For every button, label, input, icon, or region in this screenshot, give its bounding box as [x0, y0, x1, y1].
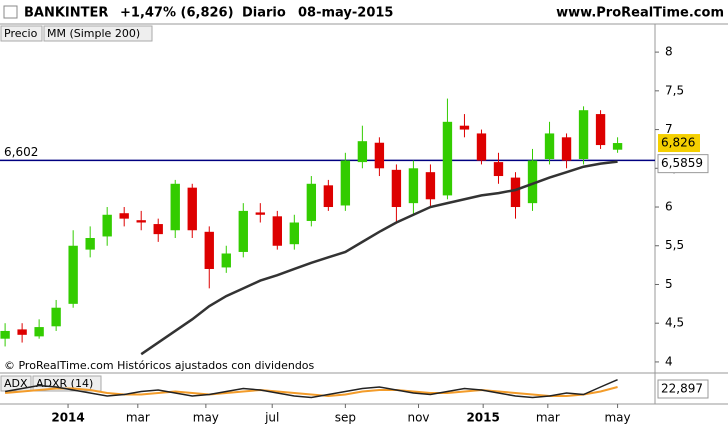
candle-body: [408, 168, 419, 204]
x-tick-label: jul: [264, 411, 279, 425]
x-tick-label: nov: [407, 411, 429, 425]
candle-body: [85, 238, 95, 250]
date: 08-may-2015: [298, 6, 393, 21]
candle-body: [17, 329, 27, 335]
candle-body: [595, 114, 606, 146]
candle-body: [119, 213, 129, 219]
candle-body: [425, 172, 436, 200]
candle-body: [170, 183, 180, 231]
adx-line: [4, 378, 618, 399]
candle-body: [561, 137, 572, 161]
y-tick-label: 4,5: [665, 316, 684, 330]
change: +1,47% (6,826): [120, 6, 234, 21]
ma-line: [140, 160, 618, 356]
y-tick-label: 8: [665, 45, 673, 59]
legend-box[interactable]: [0, 375, 32, 392]
candle-body: [612, 143, 623, 150]
candle-body: [527, 160, 538, 204]
y-tick-label: 5,5: [665, 238, 684, 252]
candle-body: [459, 125, 470, 130]
symbol: BANKINTER: [24, 6, 108, 21]
candle-body: [544, 133, 555, 159]
candle-body: [136, 220, 146, 223]
period: Diario: [242, 6, 286, 21]
x-tick-label: 2014: [51, 411, 84, 425]
y-tick-label: 7,5: [665, 83, 684, 97]
ma-tag: [657, 154, 709, 174]
ma-tag-label: 6,5859: [661, 156, 703, 170]
adx-tag: [657, 379, 709, 399]
candle-body: [204, 231, 214, 269]
candle-body: [102, 214, 112, 237]
level-label: 6,602: [4, 145, 38, 159]
x-tick-label: may: [193, 411, 219, 425]
candle-body: [187, 187, 197, 231]
candle-body: [272, 216, 282, 246]
candle-body: [289, 222, 300, 245]
legend-box[interactable]: [32, 375, 102, 392]
candle-body: [374, 142, 385, 169]
y-tick-label: 5: [665, 277, 673, 291]
x-tick-label: sep: [335, 411, 356, 425]
candle-body: [0, 330, 10, 339]
candle-body: [153, 224, 163, 235]
y-tick-label: 6: [665, 200, 673, 214]
candle-body: [476, 133, 487, 161]
header: BANKINTER +1,47% (6,826) Diario 08-may-2…: [3, 5, 724, 21]
candle-body: [34, 327, 44, 337]
candle-body: [578, 110, 589, 159]
x-tick-label: mar: [536, 411, 560, 425]
x-tick-label: may: [604, 411, 630, 425]
icon: [3, 5, 18, 19]
legend-box[interactable]: [43, 25, 153, 42]
adx-tag-label: 22,897: [661, 382, 703, 396]
candle-body: [68, 245, 78, 304]
adx-label[interactable]: ADX: [4, 377, 28, 390]
candle-body: [357, 141, 368, 163]
note: © ProRealTime.com Históricos ajustados c…: [4, 359, 315, 372]
price-tag: [658, 134, 700, 153]
legend-box[interactable]: [0, 25, 43, 42]
y-tick-label: 4: [665, 354, 673, 368]
legend-price[interactable]: Precio: [4, 27, 38, 40]
price-tag-label: 6,826: [661, 136, 695, 150]
x-tick-label: 2015: [466, 411, 499, 425]
candle-body: [493, 162, 504, 177]
candle-body: [255, 212, 265, 215]
x-tick-label: mar: [126, 411, 150, 425]
adxr-line: [5, 386, 618, 398]
candle-body: [306, 183, 317, 221]
candle-body: [221, 253, 231, 268]
candle-body: [442, 121, 453, 196]
legend-ma[interactable]: MM (Simple 200): [47, 27, 140, 40]
candle-body: [238, 210, 248, 252]
y-tick-label: 7: [665, 122, 673, 136]
candle-body: [510, 177, 521, 208]
candle-body: [340, 160, 351, 206]
site: www.ProRealTime.com: [556, 6, 724, 21]
candle-body: [391, 169, 402, 208]
candle-body: [323, 185, 334, 208]
candle-body: [51, 307, 61, 327]
